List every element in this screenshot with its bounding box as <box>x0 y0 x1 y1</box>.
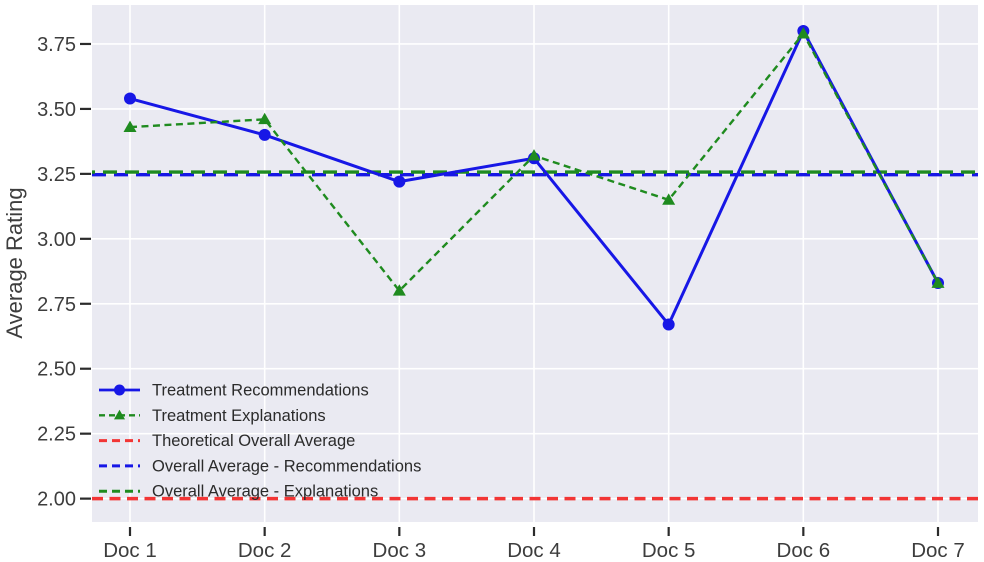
marker-treatment-explanations <box>392 284 406 296</box>
y-tick-label: 2.50 <box>37 359 76 381</box>
x-tick-label-doc-2: Doc 2 <box>238 539 292 562</box>
legend-marker-treatment-recommendations <box>114 384 125 396</box>
x-tick-label-doc-1: Doc 1 <box>103 539 157 562</box>
y-tick-label: 2.25 <box>37 424 76 446</box>
y-tick-label: 3.00 <box>37 229 76 251</box>
x-tick-label-doc-6: Doc 6 <box>777 539 831 562</box>
legend-label-treatment-recommendations: Treatment Recommendations <box>152 382 369 400</box>
marker-treatment-explanations <box>527 149 541 161</box>
legend-label-overall-average-recommendations: Overall Average - Recommendations <box>152 457 421 475</box>
legend-marker-treatment-explanations <box>114 409 125 420</box>
marker-treatment-explanations <box>796 27 810 39</box>
y-axis-label: Average Rating <box>2 187 27 338</box>
legend-label-theoretical-overall-average: Theoretical Overall Average <box>152 432 355 450</box>
marker-treatment-recommendations <box>393 175 406 188</box>
plot-area <box>92 5 978 522</box>
x-tick-label-doc-3: Doc 3 <box>373 539 427 562</box>
y-tick-label: 3.75 <box>37 34 76 56</box>
y-tick-label: 2.75 <box>37 294 76 316</box>
marker-treatment-recommendations <box>258 128 271 141</box>
y-tick-label: 2.00 <box>37 489 76 511</box>
x-tick-label-doc-7: Doc 7 <box>911 539 965 562</box>
marker-treatment-explanations <box>931 276 945 288</box>
x-tick-label-doc-5: Doc 5 <box>642 539 696 562</box>
y-tick-label: 3.25 <box>37 164 76 186</box>
marker-treatment-explanations <box>258 112 272 125</box>
x-tick-label-doc-4: Doc 4 <box>507 539 561 562</box>
marker-treatment-recommendations <box>124 92 136 105</box>
marker-treatment-recommendations <box>662 318 675 331</box>
y-tick-label: 3.50 <box>37 99 76 121</box>
marker-treatment-explanations <box>662 193 676 205</box>
marker-treatment-explanations <box>123 120 137 132</box>
legend-label-overall-average-explanations: Overall Average - Explanations <box>152 483 378 501</box>
legend-label-treatment-explanations: Treatment Explanations <box>152 407 326 425</box>
